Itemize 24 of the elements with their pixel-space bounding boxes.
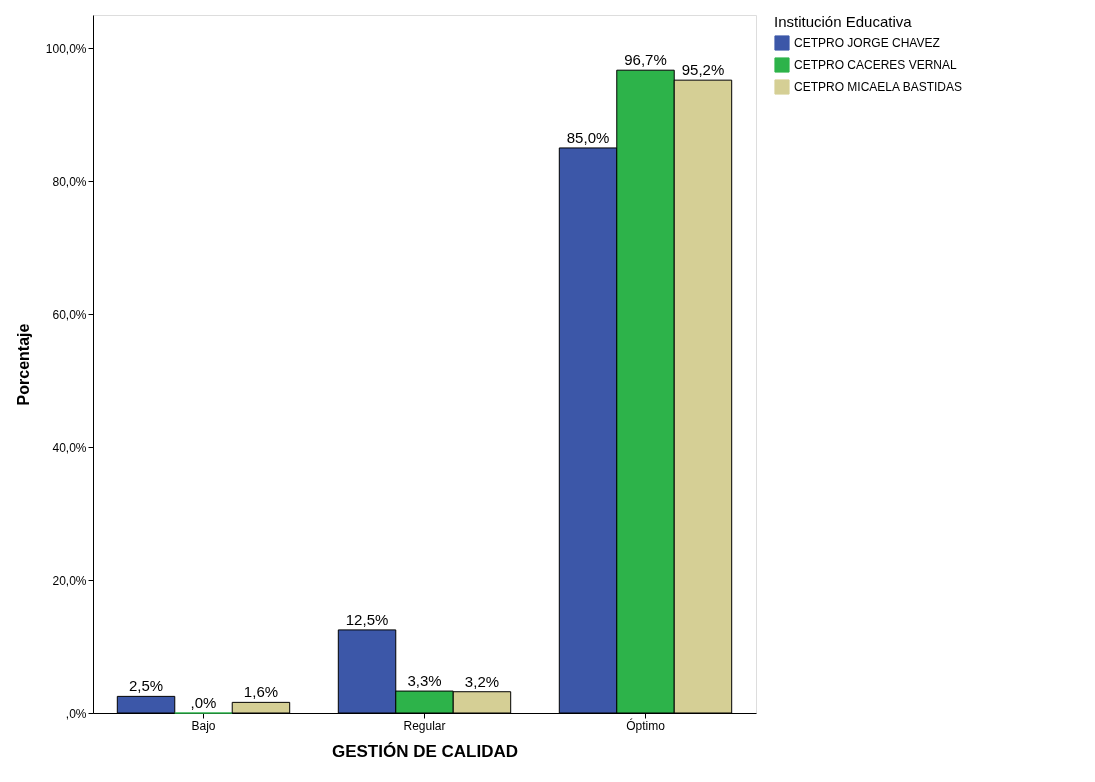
legend-title: Institución Educativa — [774, 13, 913, 30]
y-tick-label: 20,0% — [52, 573, 87, 588]
x-tick-label: Bajo — [191, 718, 216, 733]
y-tick-label: 80,0% — [52, 174, 87, 189]
data-label: 96,7% — [624, 51, 667, 69]
data-label: 2,5% — [128, 677, 164, 695]
x-axis-title: GESTIÓN DE CALIDAD — [331, 741, 519, 761]
data-label: 1,6% — [243, 683, 279, 701]
y-tick-label: ,0% — [65, 706, 87, 721]
legend-label: CETPRO MICAELA BASTIDAS — [794, 80, 963, 94]
y-tick-label: 100,0% — [45, 41, 87, 56]
y-axis-title: Porcentaje — [14, 323, 32, 406]
legend-label: CETPRO JORGE CHAVEZ — [794, 36, 940, 50]
y-tick-label: 40,0% — [52, 440, 87, 455]
legend-label: CETPRO CACERES VERNAL — [794, 58, 958, 72]
data-label: 3,2% — [464, 672, 500, 690]
y-tick-label: 60,0% — [52, 307, 87, 322]
x-tick-label: Óptimo — [626, 717, 666, 733]
data-label: ,0% — [190, 694, 217, 711]
data-label: 3,3% — [407, 672, 442, 690]
data-label: 85,0% — [566, 128, 610, 146]
data-label: 95,2% — [681, 61, 725, 79]
data-label: 12,5% — [345, 610, 389, 628]
x-tick-label: Regular — [403, 718, 446, 733]
